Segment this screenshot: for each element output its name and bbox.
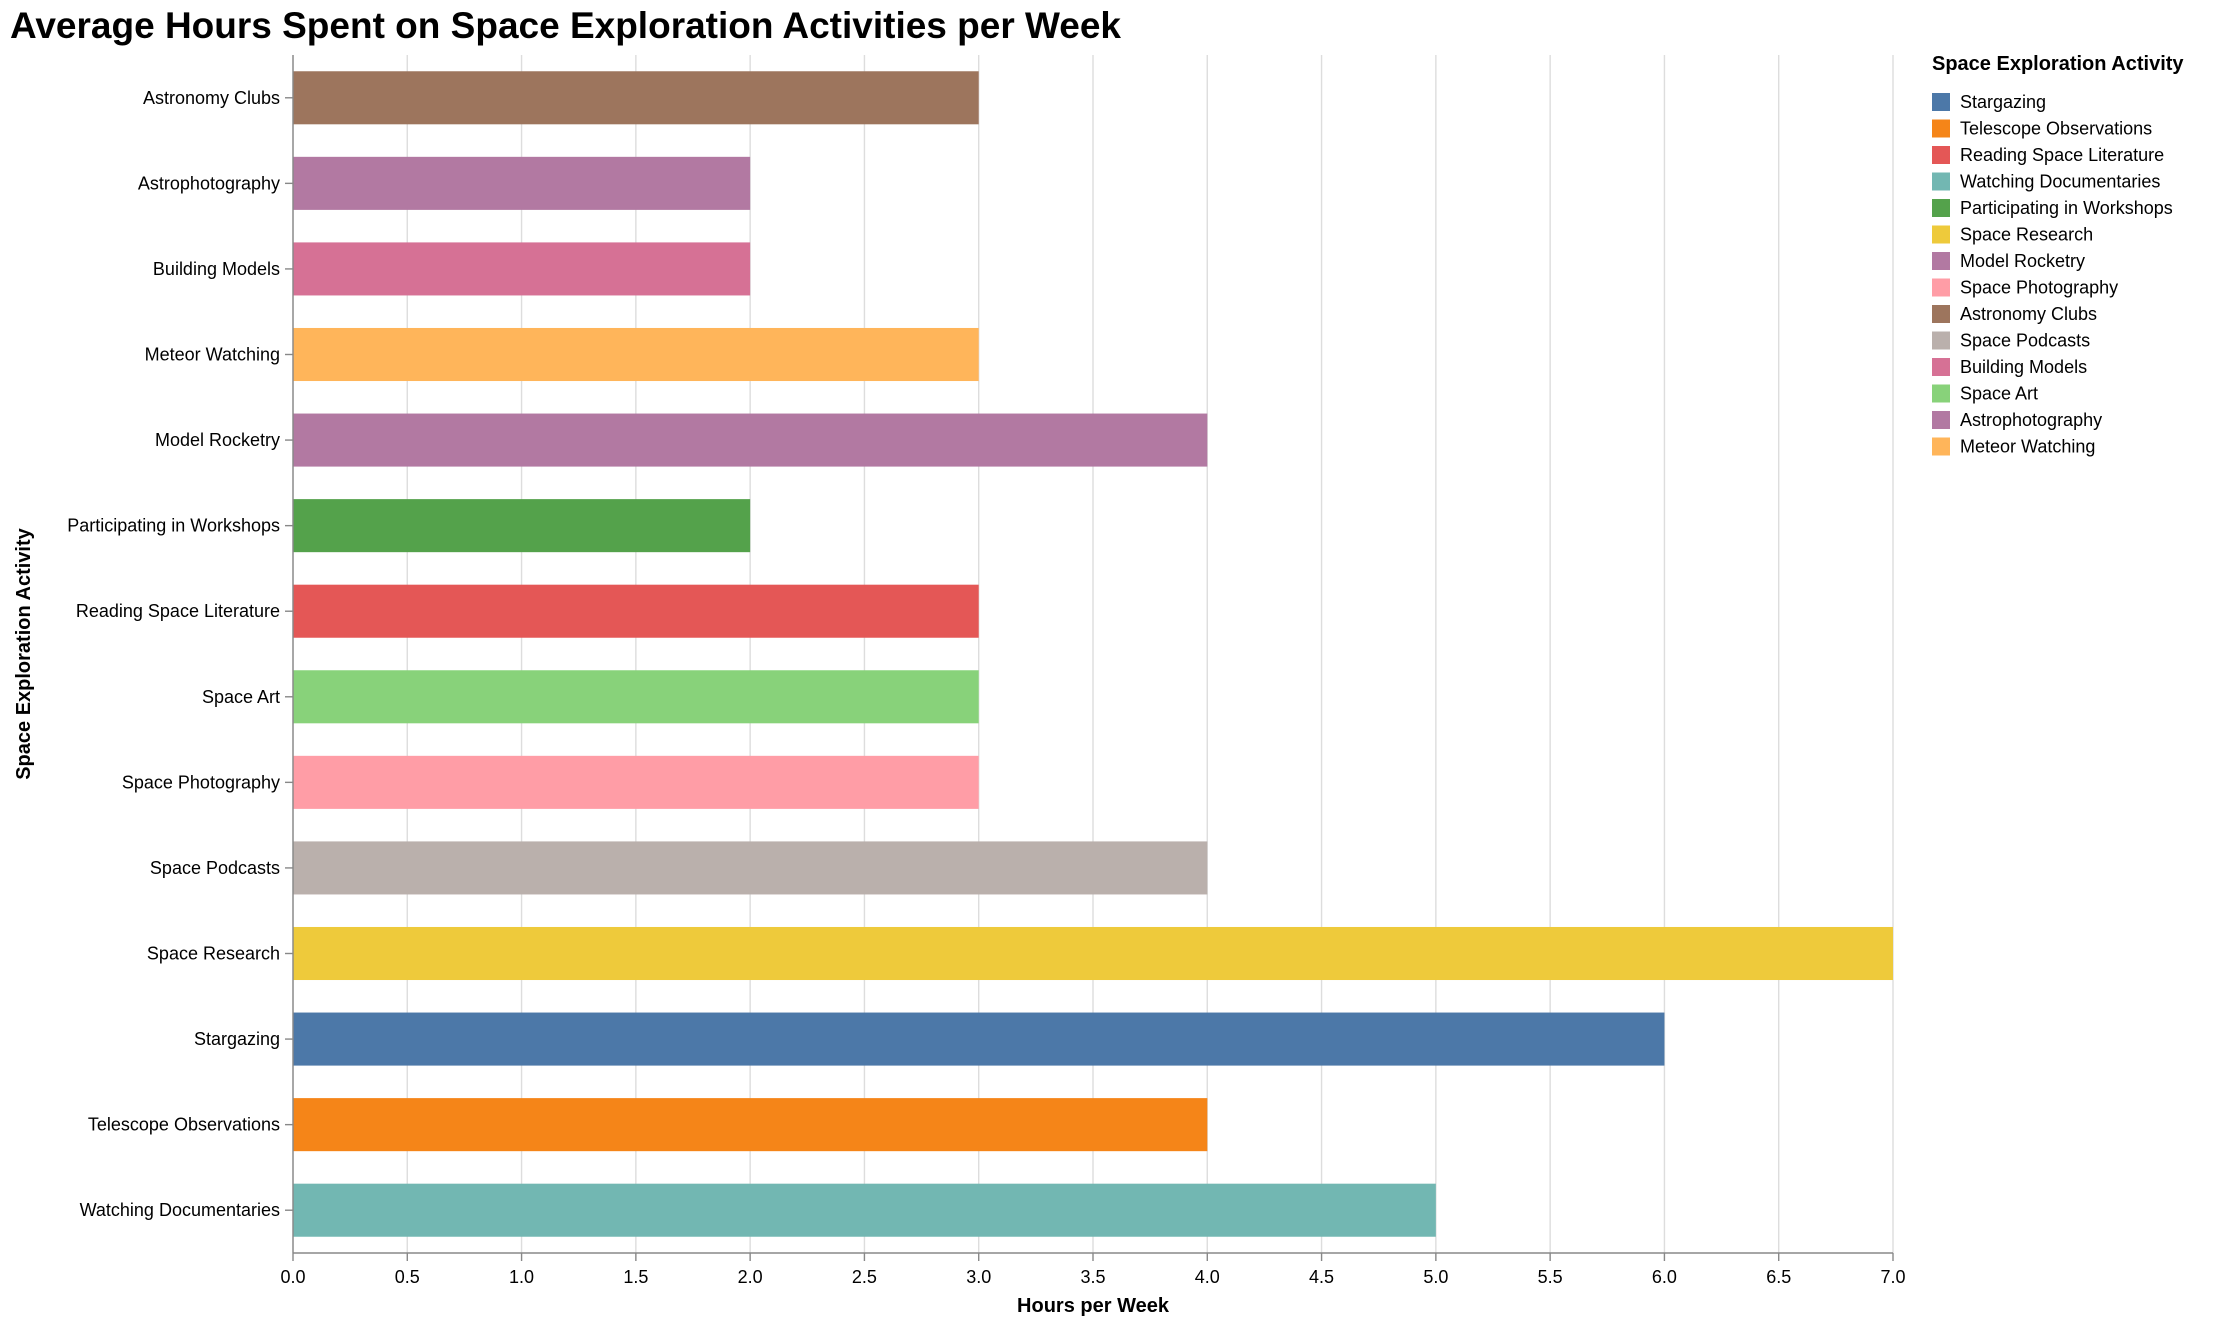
legend-label: Reading Space Literature [1960, 145, 2164, 165]
x-tick-label: 5.5 [1538, 1267, 1563, 1287]
legend-swatch [1932, 146, 1950, 164]
x-tick-label: 1.5 [623, 1267, 648, 1287]
bar [293, 499, 751, 553]
legend-label: Telescope Observations [1960, 119, 2152, 139]
legend-swatch [1932, 172, 1950, 191]
legend-swatch [1932, 331, 1950, 350]
legend-swatch [1932, 225, 1950, 244]
legend-swatch [1932, 384, 1950, 403]
bar [293, 71, 979, 125]
y-tick-label: Space Photography [122, 772, 280, 792]
bar [293, 1098, 1208, 1152]
x-tick-label: 3.5 [1080, 1267, 1105, 1287]
legend: Space Exploration Activity Stargazing Tel… [1932, 53, 2184, 457]
y-tick-label: Astrophotography [138, 173, 280, 193]
legend-swatch [1932, 278, 1950, 297]
legend-swatch [1932, 358, 1950, 376]
legend-swatch [1932, 252, 1950, 270]
legend-label: Space Photography [1960, 278, 2118, 298]
legend-swatch [1932, 199, 1950, 217]
legend-swatch [1932, 93, 1950, 111]
y-axis-title: Space Exploration Activity [13, 527, 35, 779]
legend-title: Space Exploration Activity [1932, 53, 2184, 75]
bar [293, 841, 1208, 895]
bar [293, 156, 751, 210]
bar [293, 1183, 1436, 1237]
x-tick-label: 4.0 [1195, 1267, 1220, 1287]
x-axis-ticks: 0.0 0.5 1.0 1.5 2.0 2.5 3.0 3.5 4.0 4.5 5.0 5.5 6.0 6… [280, 1253, 1906, 1287]
y-tick-label: Model Rocketry [155, 430, 280, 450]
bar [293, 926, 1893, 981]
legend-label: Space Research [1960, 225, 2093, 245]
bar [293, 242, 751, 296]
x-tick-label: 5.0 [1423, 1267, 1448, 1287]
gridlines [292, 55, 1894, 1253]
legend-label: Astronomy Clubs [1960, 304, 2097, 324]
y-tick-label: Building Models [153, 259, 280, 279]
y-tick-label: Space Podcasts [150, 858, 280, 878]
x-tick-label: 0.5 [395, 1267, 420, 1287]
legend-label: Building Models [1960, 357, 2087, 377]
x-tick-label: 4.5 [1309, 1267, 1334, 1287]
y-axis-ticks: Astronomy Clubs Astrophotography Building … [67, 88, 293, 1220]
y-tick-label: Telescope Observations [88, 1115, 280, 1135]
x-tick-label: 1.0 [509, 1267, 534, 1287]
bar [293, 755, 979, 809]
x-tick-label: 6.0 [1652, 1267, 1677, 1287]
legend-label: Space Art [1960, 384, 2038, 404]
legend-label: Astrophotography [1960, 410, 2102, 430]
bar [293, 584, 979, 638]
x-tick-label: 3.0 [966, 1267, 991, 1287]
y-tick-label: Participating in Workshops [67, 516, 280, 536]
x-tick-label: 2.0 [738, 1267, 763, 1287]
y-tick-label: Reading Space Literature [76, 601, 280, 621]
bar [293, 413, 1208, 467]
chart-title: Average Hours Spent on Space Exploration… [10, 5, 1121, 46]
y-tick-label: Astronomy Clubs [143, 88, 280, 108]
legend-label: Watching Documentaries [1960, 172, 2160, 192]
x-tick-label: 6.5 [1766, 1267, 1791, 1287]
y-tick-label: Watching Documentaries [80, 1200, 280, 1220]
y-tick-label: Space Research [147, 944, 280, 964]
legend-label: Space Podcasts [1960, 331, 2090, 351]
y-tick-label: Meteor Watching [145, 345, 280, 365]
legend-swatch [1932, 119, 1950, 138]
x-tick-label: 7.0 [1880, 1267, 1905, 1287]
legend-label: Stargazing [1960, 92, 2046, 112]
bar [293, 327, 979, 382]
bar [293, 1012, 1665, 1066]
legend-swatch [1932, 411, 1950, 429]
legend-swatch [1932, 305, 1950, 323]
x-tick-label: 0.0 [280, 1267, 305, 1287]
x-axis-title: Hours per Week [1017, 1295, 1170, 1317]
y-tick-label: Space Art [202, 687, 280, 707]
bar [293, 670, 979, 724]
legend-label: Meteor Watching [1960, 437, 2095, 457]
x-tick-label: 2.5 [852, 1267, 877, 1287]
y-tick-label: Stargazing [194, 1029, 280, 1049]
legend-label: Participating in Workshops [1960, 198, 2173, 218]
bars [293, 71, 1893, 1237]
legend-swatch [1932, 437, 1950, 456]
legend-label: Model Rocketry [1960, 251, 2085, 271]
